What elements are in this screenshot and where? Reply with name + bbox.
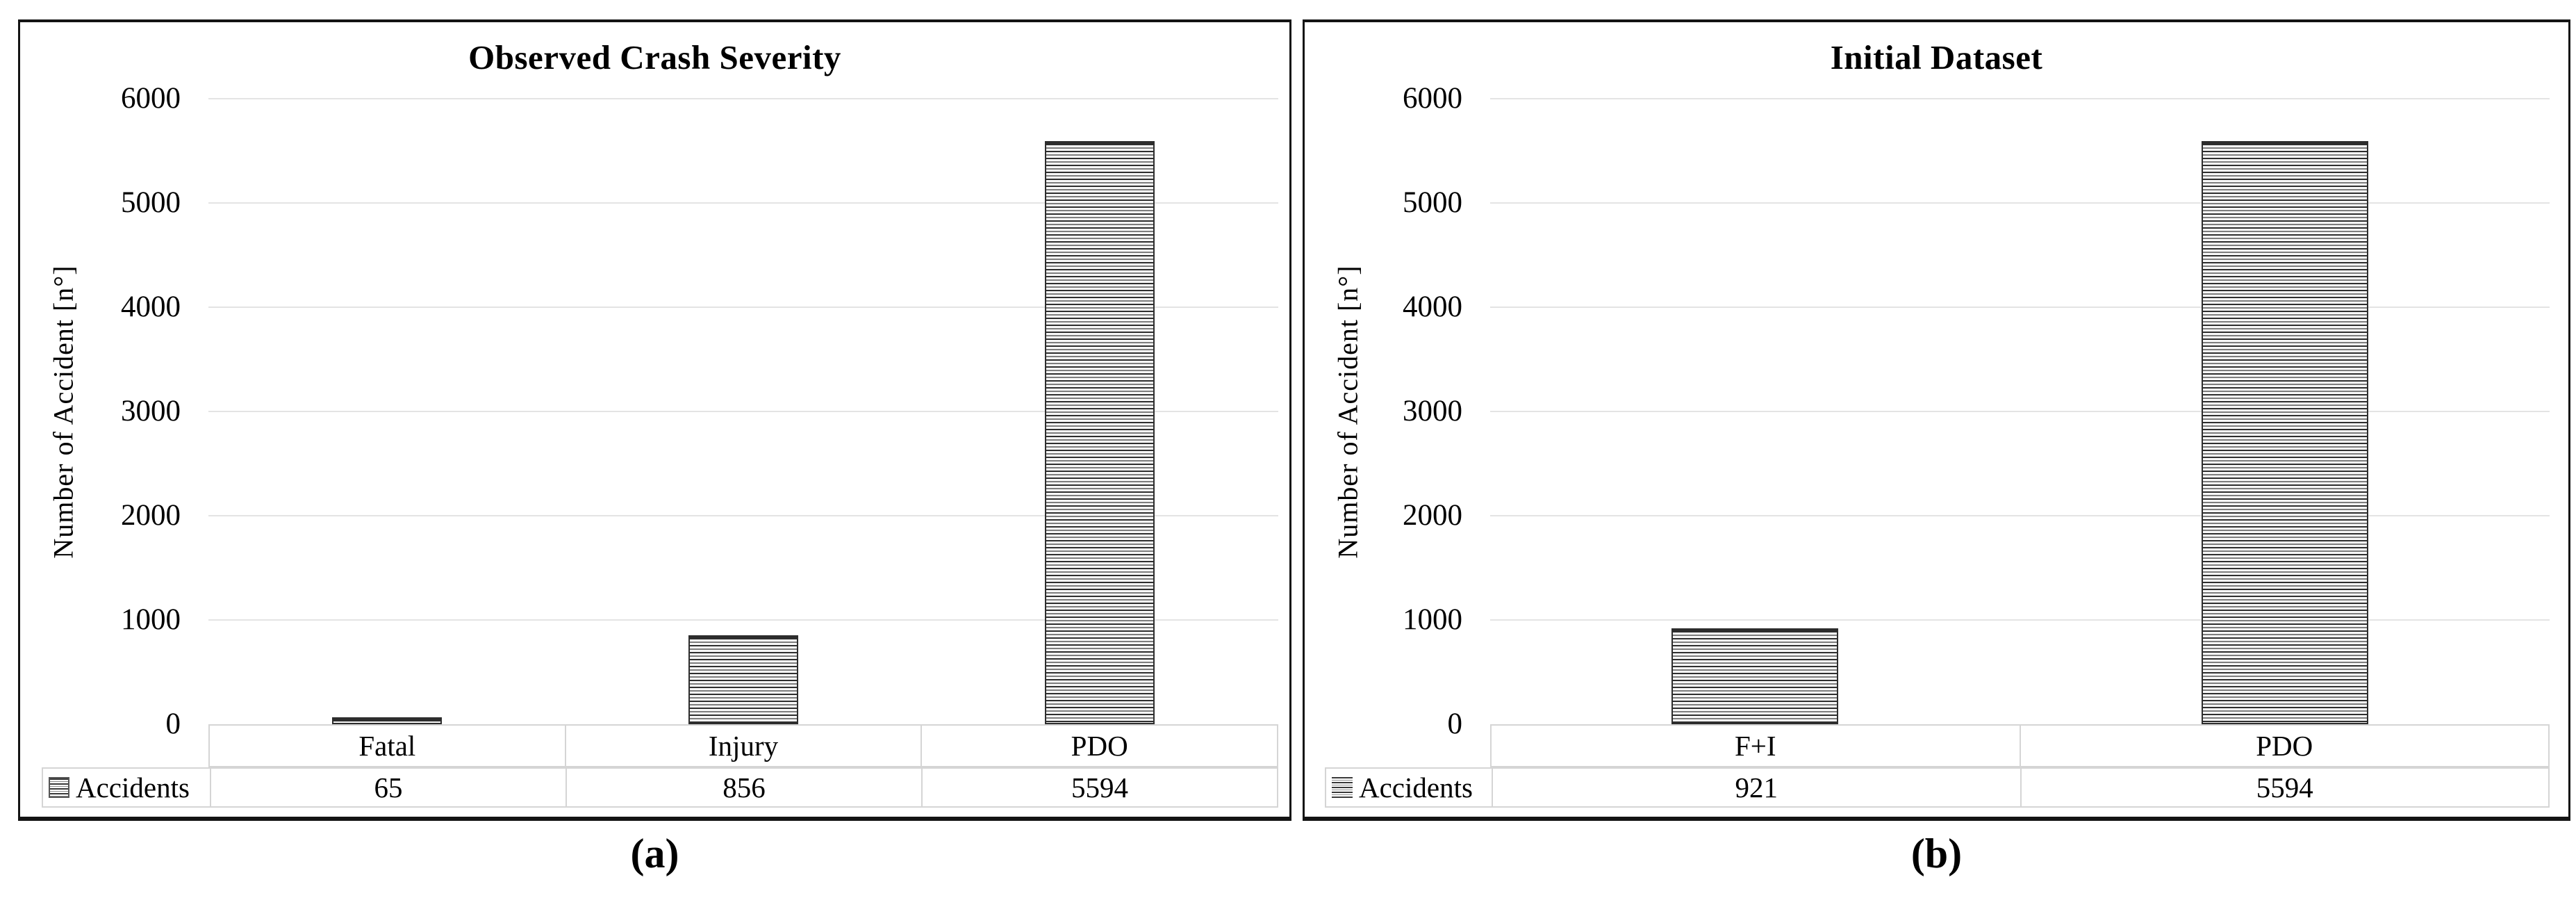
value-cell: 65 — [210, 769, 565, 806]
y-tick-label: 2000 — [121, 499, 181, 532]
plot-area — [1490, 98, 2550, 724]
category-header-row: Fatal Injury PDO — [208, 724, 1278, 767]
y-tick-label: 0 — [1447, 708, 1463, 740]
y-tick-label: 1000 — [121, 603, 181, 636]
plot-area — [208, 98, 1278, 724]
y-tick-label: 5000 — [121, 186, 181, 219]
gridline — [1490, 307, 2550, 308]
value-cell: 5594 — [921, 769, 1277, 806]
gridline — [1490, 98, 2550, 99]
legend-cell: Accidents — [43, 769, 210, 806]
legend-label: Accidents — [76, 772, 190, 803]
y-tick-label: 0 — [165, 708, 181, 740]
stripe-swatch-icon — [1332, 777, 1353, 798]
gridline — [1490, 202, 2550, 204]
legend-label: Accidents — [1359, 772, 1473, 803]
y-tick-label: 4000 — [1403, 291, 1462, 323]
category-header: Injury — [564, 726, 921, 766]
category-header-row: F+I PDO — [1490, 724, 2550, 767]
category-header: PDO — [2019, 726, 2549, 766]
legend-cell: Accidents — [1326, 769, 1492, 806]
gridline — [208, 411, 1278, 412]
y-tick-label: 4000 — [121, 291, 181, 323]
gridline — [208, 202, 1278, 204]
gridline — [208, 515, 1278, 516]
data-table-row: Accidents 921 5594 — [1325, 767, 2550, 808]
value-cell: 856 — [565, 769, 921, 806]
y-tick-label: 3000 — [1403, 395, 1462, 427]
stripe-swatch-icon — [49, 777, 69, 798]
gridline — [208, 307, 1278, 308]
value-cell: 921 — [1492, 769, 2020, 806]
bar-pdo — [2202, 141, 2368, 724]
category-header: F+I — [1734, 730, 1776, 762]
bar-injury — [688, 635, 798, 724]
data-table-row: Accidents 65 856 5594 — [42, 767, 1278, 808]
y-tick-label: 5000 — [1403, 186, 1462, 219]
bar-fatal — [332, 717, 442, 724]
figure-caption-b: (b) — [1910, 831, 1963, 876]
figure-caption-a: (a) — [630, 831, 679, 876]
y-tick-label: 2000 — [1403, 499, 1462, 532]
gridline — [208, 98, 1278, 99]
bar-pdo — [1045, 141, 1155, 724]
chart-title: Observed Crash Severity — [468, 38, 841, 76]
value-cell: 5594 — [2020, 769, 2549, 806]
y-tick-label: 1000 — [1403, 603, 1462, 636]
bar-f-i — [1671, 628, 1838, 724]
gridline — [208, 619, 1278, 621]
category-header: PDO — [920, 726, 1277, 766]
gridline — [1490, 411, 2550, 412]
y-tick-label: 3000 — [121, 395, 181, 427]
y-tick-label: 6000 — [121, 82, 181, 115]
gridline — [1490, 619, 2550, 621]
category-header: Fatal — [358, 730, 416, 762]
gridline — [1490, 515, 2550, 516]
chart-panel-a: Observed Crash Severity Number of Acciden… — [18, 19, 1291, 821]
y-tick-label: 6000 — [1403, 82, 1462, 115]
chart-title: Initial Dataset — [1830, 38, 2043, 76]
chart-panel-b: Initial Dataset Number of Accident [n°] 0 1… — [1303, 19, 2570, 821]
